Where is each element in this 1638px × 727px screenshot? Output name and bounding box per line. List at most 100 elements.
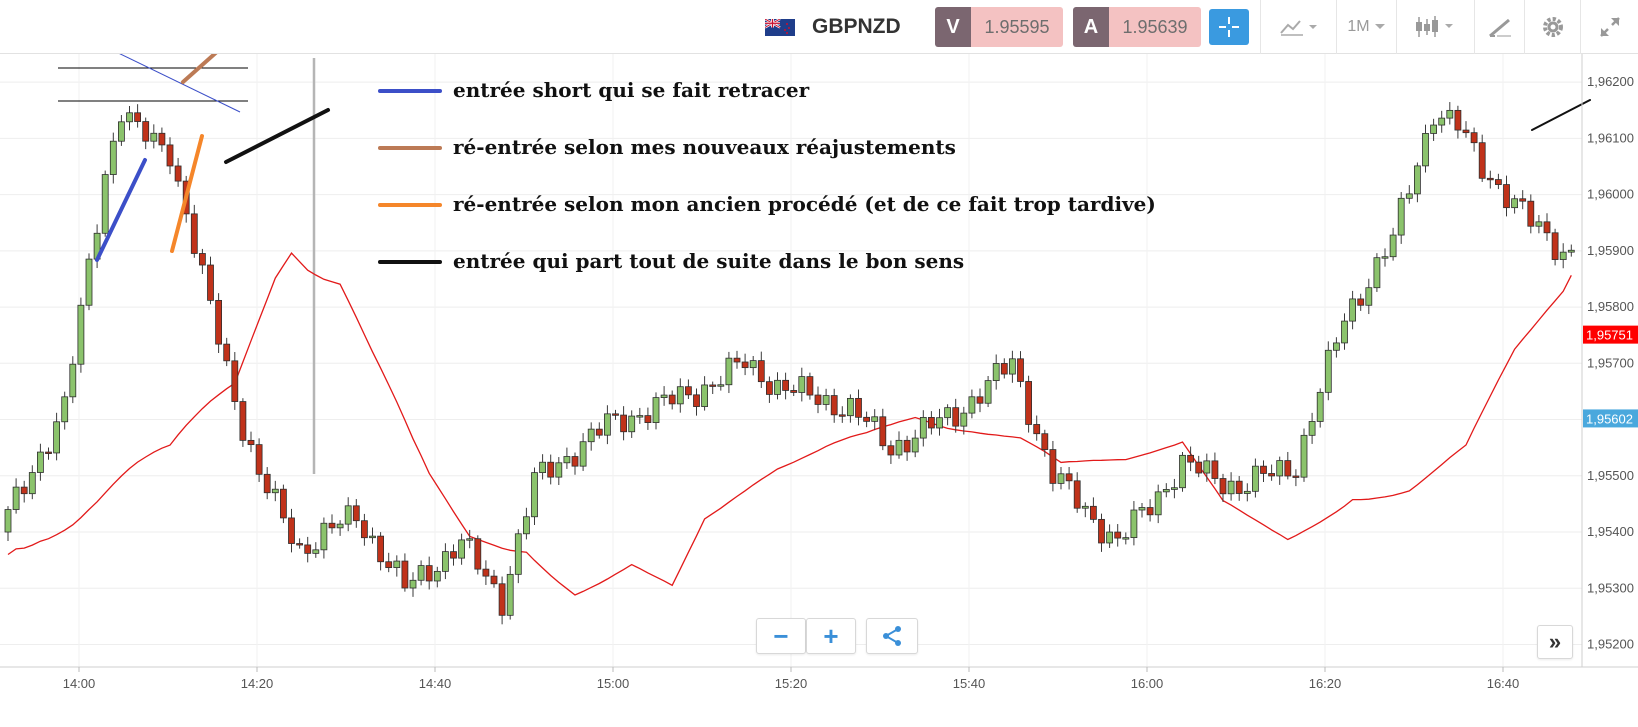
price-chart[interactable]: entrée short qui se fait retracer ré-entr… bbox=[0, 54, 1638, 727]
bear-candle bbox=[190, 213, 198, 254]
last-price-tag-label: 1,95751 bbox=[1586, 328, 1633, 343]
zoom-in-button[interactable]: + bbox=[806, 618, 856, 654]
bear-candle bbox=[498, 583, 506, 616]
bull-candle bbox=[409, 579, 417, 589]
bear-candle bbox=[223, 343, 231, 362]
bid-price-tag bbox=[1583, 409, 1638, 428]
bear-candle bbox=[158, 132, 166, 146]
y-tick-label: 1,95300 bbox=[1587, 580, 1634, 595]
buy-quote-button[interactable]: A 1.95639 bbox=[1073, 7, 1201, 47]
bear-candle bbox=[207, 264, 214, 301]
bear-candle bbox=[231, 360, 239, 402]
bear-candle bbox=[1462, 129, 1470, 134]
bear-candle bbox=[474, 538, 482, 570]
chevron-down-icon bbox=[1374, 24, 1385, 29]
x-tick-label: 14:20 bbox=[241, 676, 274, 691]
bull-candle bbox=[1171, 487, 1178, 490]
bear-candle bbox=[304, 544, 312, 554]
bid-price-tag-label: 1,95602 bbox=[1586, 411, 1633, 426]
drawing-tools-icon bbox=[1488, 18, 1511, 38]
bull-candle bbox=[717, 384, 725, 387]
fullscreen-button[interactable] bbox=[1580, 0, 1638, 54]
y-tick-label: 1,95500 bbox=[1587, 468, 1634, 483]
bear-candle bbox=[1033, 424, 1041, 435]
bear-candle bbox=[1357, 298, 1365, 306]
bear-candle bbox=[830, 395, 838, 416]
bear-candle bbox=[1017, 358, 1024, 382]
bull-candle bbox=[1422, 133, 1429, 167]
bear-candle bbox=[1211, 460, 1219, 479]
last-price-tag bbox=[1583, 325, 1638, 344]
bull-candle bbox=[53, 421, 60, 454]
bull-candle bbox=[1081, 505, 1089, 509]
bear-candle bbox=[976, 396, 984, 404]
bull-candle bbox=[1414, 165, 1421, 195]
candle-style-button[interactable] bbox=[1396, 0, 1474, 54]
bull-candle bbox=[1438, 117, 1446, 126]
bear-candle bbox=[288, 517, 295, 544]
chart-type-button[interactable] bbox=[1260, 0, 1336, 54]
bull-candle bbox=[968, 396, 976, 414]
bear-candle bbox=[239, 401, 247, 441]
bear-candle bbox=[814, 394, 822, 405]
bull-candle bbox=[1324, 349, 1332, 393]
bull-candle bbox=[676, 386, 684, 405]
drawing-tools-button[interactable] bbox=[1474, 0, 1524, 54]
bull-candle bbox=[1397, 197, 1405, 236]
bear-candle bbox=[1187, 454, 1194, 463]
bear-candle bbox=[215, 299, 223, 345]
bear-candle bbox=[198, 253, 206, 266]
bear-candle bbox=[1478, 142, 1486, 179]
bear-candle bbox=[328, 522, 336, 529]
timeframe-label: 1M bbox=[1347, 18, 1370, 35]
bear-candle bbox=[1551, 232, 1559, 260]
bear-candle bbox=[863, 416, 870, 422]
bull-candle bbox=[1130, 509, 1138, 539]
y-tick-label: 1,95800 bbox=[1587, 299, 1634, 314]
bull-candle bbox=[1511, 198, 1518, 209]
zoom-out-button[interactable]: − bbox=[756, 618, 806, 654]
bull-candle bbox=[944, 407, 951, 419]
bear-candle bbox=[1219, 478, 1227, 495]
bull-candle bbox=[531, 472, 538, 518]
bull-candle bbox=[1365, 287, 1373, 306]
bull-candle bbox=[271, 488, 279, 494]
annotation-drawings bbox=[58, 54, 316, 474]
bull-candle bbox=[1179, 454, 1186, 489]
bull-candle bbox=[1559, 251, 1567, 260]
bear-candle bbox=[352, 505, 360, 522]
crosshair-button[interactable] bbox=[1209, 9, 1249, 45]
bear-candle bbox=[247, 439, 255, 446]
bear-candle bbox=[1114, 531, 1122, 539]
bear-candle bbox=[1049, 449, 1057, 484]
bull-candle bbox=[1162, 489, 1170, 493]
gear-icon bbox=[1542, 17, 1563, 37]
bear-candle bbox=[174, 165, 182, 182]
bull-candle bbox=[37, 451, 44, 473]
bull-candle bbox=[1300, 434, 1308, 478]
bull-candle bbox=[539, 461, 546, 474]
scroll-to-latest-button[interactable]: » bbox=[1537, 625, 1573, 659]
buy-label: A bbox=[1073, 7, 1109, 47]
timeframe-select[interactable]: 1M bbox=[1336, 0, 1396, 54]
bull-candle bbox=[798, 376, 806, 393]
sell-quote-button[interactable]: V 1.95595 bbox=[935, 7, 1063, 47]
bull-candle bbox=[1373, 257, 1381, 289]
bear-candle bbox=[1065, 473, 1073, 482]
annotation-trendline-thin-blue bbox=[119, 54, 241, 113]
bear-candle bbox=[1073, 480, 1081, 509]
bull-candle bbox=[652, 397, 660, 423]
y-tick-label: 1,95400 bbox=[1587, 524, 1634, 539]
x-tick-label: 15:20 bbox=[775, 676, 808, 691]
settings-button[interactable] bbox=[1524, 0, 1580, 54]
share-button[interactable] bbox=[866, 618, 918, 654]
instrument-symbol: GBPNZD bbox=[812, 15, 901, 38]
bull-candle bbox=[523, 516, 530, 535]
bull-candle bbox=[895, 439, 903, 456]
bull-candle bbox=[1106, 531, 1113, 544]
bear-candle bbox=[644, 415, 652, 423]
bull-candle bbox=[984, 380, 992, 404]
bear-candle bbox=[1268, 473, 1275, 477]
bull-candle bbox=[150, 132, 158, 142]
arrow-blue-short-entry bbox=[95, 158, 147, 262]
